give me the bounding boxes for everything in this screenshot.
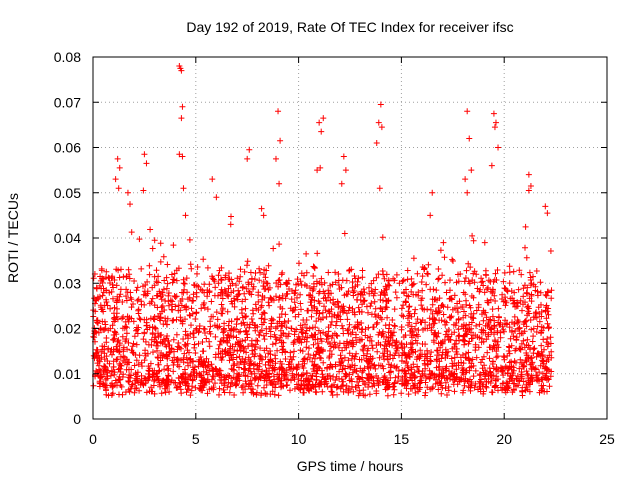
data-point (260, 212, 267, 219)
data-point (338, 180, 345, 187)
data-point (318, 128, 325, 135)
x-tick-label: 5 (192, 431, 200, 447)
data-point (178, 115, 185, 122)
data-point (143, 160, 150, 167)
y-tick-label: 0 (73, 411, 81, 427)
y-tick-label: 0.05 (54, 185, 81, 201)
data-point (464, 108, 471, 115)
x-tick-label: 25 (599, 431, 615, 447)
data-point (179, 103, 186, 110)
data-point (213, 194, 220, 201)
data-point (244, 155, 251, 162)
data-point (492, 119, 499, 126)
y-tick-labels: 0 0.01 0.02 0.03 0.04 0.05 0.06 0.07 0.08 (54, 49, 81, 427)
data-point (140, 187, 147, 194)
data-point (227, 221, 234, 228)
data-point (209, 176, 216, 183)
data-point (320, 115, 327, 122)
data-point (340, 153, 347, 160)
data-point (116, 164, 123, 171)
chart-title: Day 192 of 2019, Rate Of TEC Index for r… (186, 19, 513, 35)
data-point (178, 67, 185, 74)
y-tick-label: 0.06 (54, 140, 81, 156)
y-tick-label: 0.08 (54, 49, 81, 65)
data-point (490, 110, 497, 117)
x-axis-label: GPS time / hours (297, 458, 404, 474)
data-point (272, 155, 279, 162)
x-tick-label: 10 (291, 431, 307, 447)
data-point (377, 101, 384, 108)
x-tick-label: 0 (89, 431, 97, 447)
data-point (527, 182, 534, 189)
data-point (525, 187, 532, 194)
data-point (277, 137, 284, 144)
y-tick-label: 0.03 (54, 275, 81, 291)
data-point (462, 176, 469, 183)
data-point (468, 167, 475, 174)
data-point (258, 205, 265, 212)
x-tick-label: 15 (394, 431, 410, 447)
data-point (176, 151, 183, 158)
data-point (127, 201, 134, 208)
y-tick-label: 0.02 (54, 321, 81, 337)
data-point (115, 185, 122, 192)
data-point (246, 146, 253, 153)
data-point (373, 139, 380, 146)
data-points (90, 63, 555, 399)
y-axis-label: ROTI / TECUs (5, 193, 21, 283)
data-point (495, 144, 502, 151)
data-point (342, 167, 349, 174)
data-point (182, 212, 189, 219)
data-point (179, 153, 186, 160)
data-point (124, 189, 131, 196)
data-point (375, 119, 382, 126)
data-point (525, 171, 532, 178)
tick-marks (92, 56, 608, 420)
data-point (316, 119, 323, 126)
data-point (114, 155, 121, 162)
data-point (376, 185, 383, 192)
data-point (141, 151, 148, 158)
data-point (180, 185, 187, 192)
data-point (466, 135, 473, 142)
data-point (112, 176, 119, 183)
data-point (317, 164, 324, 171)
data-point (464, 189, 471, 196)
data-point (378, 124, 385, 131)
data-point (544, 210, 551, 217)
point-cloud (90, 213, 555, 399)
data-point (429, 189, 436, 196)
data-point (488, 162, 495, 169)
x-tick-label: 20 (496, 431, 512, 447)
y-tick-label: 0.07 (54, 94, 81, 110)
data-point (276, 180, 283, 187)
data-point (427, 212, 434, 219)
y-tick-label: 0.01 (54, 366, 81, 382)
data-point (314, 167, 321, 174)
data-point (151, 237, 158, 244)
y-tick-label: 0.04 (54, 230, 81, 246)
x-tick-labels: 0 5 10 15 20 25 (89, 431, 615, 447)
data-point (542, 203, 549, 210)
data-point (491, 124, 498, 131)
data-point (275, 108, 282, 115)
